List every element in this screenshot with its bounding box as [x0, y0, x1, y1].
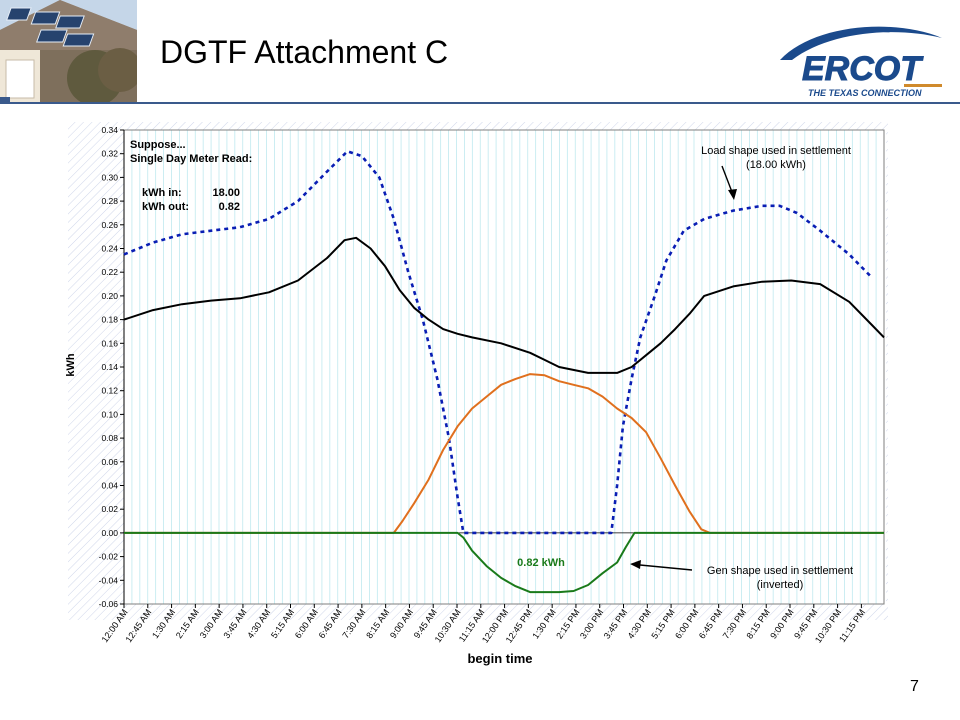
x-axis-label: begin time	[467, 651, 532, 666]
y-tick-label: 0.12	[101, 386, 118, 396]
settlement-chart: -0.06 -0.04 -0.02 0.00 0.02 0.04 0.06 0.08 0.10 0…	[65, 122, 888, 666]
page-number: 7	[910, 678, 919, 695]
kwh-out-label: kWh out:	[142, 201, 189, 213]
slide-title: DGTF Attachment C	[160, 34, 449, 70]
header-rule-tab	[0, 97, 10, 103]
logo-wordmark: ERCOT	[802, 50, 924, 88]
y-tick-label: 0.06	[101, 457, 118, 467]
y-tick-label: 0.32	[101, 149, 118, 159]
house-solar-photo	[0, 0, 137, 102]
series-line-load-settlement	[123, 150, 874, 535]
ercot-logo-graphic: ERCOT THE TEXAS CONNECTION	[780, 26, 942, 98]
y-tick-label: 0.22	[101, 267, 118, 277]
gen-shape-note-line-1: Gen shape used in settlement	[707, 565, 853, 577]
y-tick-label: -0.02	[99, 552, 119, 562]
y-tick-label: 0.04	[101, 481, 118, 491]
y-tick-label: 0.00	[101, 528, 118, 538]
gen-shape-note-line-2: (inverted)	[757, 579, 803, 591]
y-tick-label: 0.02	[101, 504, 118, 514]
y-tick-label: 0.20	[101, 291, 118, 301]
kwh-out-value: 0.82	[219, 201, 240, 213]
series-line-load-actual	[123, 236, 885, 374]
y-tick-label: 0.14	[101, 362, 118, 372]
y-tick-label: 0.24	[101, 244, 118, 254]
y-tick-label: 0.30	[101, 172, 118, 182]
kwh-in-value: 18.00	[212, 187, 240, 199]
y-tick-label: 0.28	[101, 196, 118, 206]
y-tick-label: 0.18	[101, 315, 118, 325]
logo-tagline: THE TEXAS CONNECTION	[808, 88, 922, 98]
kwh-in-label: kWh in:	[142, 187, 182, 199]
ercot-logo: ERCOT THE TEXAS CONNECTION	[774, 16, 946, 100]
gen-value-label: 0.82 kWh	[517, 557, 565, 569]
header-rule	[0, 102, 960, 104]
y-tick-label: 0.08	[101, 433, 118, 443]
y-tick-label: 0.16	[101, 338, 118, 348]
y-tick-label: -0.04	[99, 575, 119, 585]
series-line-gen-settlement	[124, 531, 884, 594]
y-tick-label: -0.06	[99, 599, 119, 609]
logo-accent-bar	[904, 84, 942, 87]
house-solar-illustration	[0, 0, 137, 102]
gen-shape-arrow	[630, 560, 693, 571]
series-line-generation	[124, 373, 884, 534]
series-layer	[123, 150, 885, 594]
load-shape-arrow	[721, 165, 737, 200]
load-shape-note-line-1: Load shape used in settlement	[701, 145, 851, 157]
y-tick-label: 0.26	[101, 220, 118, 230]
y-tick-label: 0.10	[101, 409, 118, 419]
suppose-note-line-2: Single Day Meter Read:	[130, 153, 252, 165]
load-shape-note-line-2: (18.00 kWh)	[746, 159, 806, 171]
y-axis-label: kWh	[65, 353, 77, 377]
y-tick-label: 0.34	[101, 125, 118, 135]
logo-swoosh	[780, 26, 942, 60]
suppose-note-line-1: Suppose...	[130, 139, 186, 151]
